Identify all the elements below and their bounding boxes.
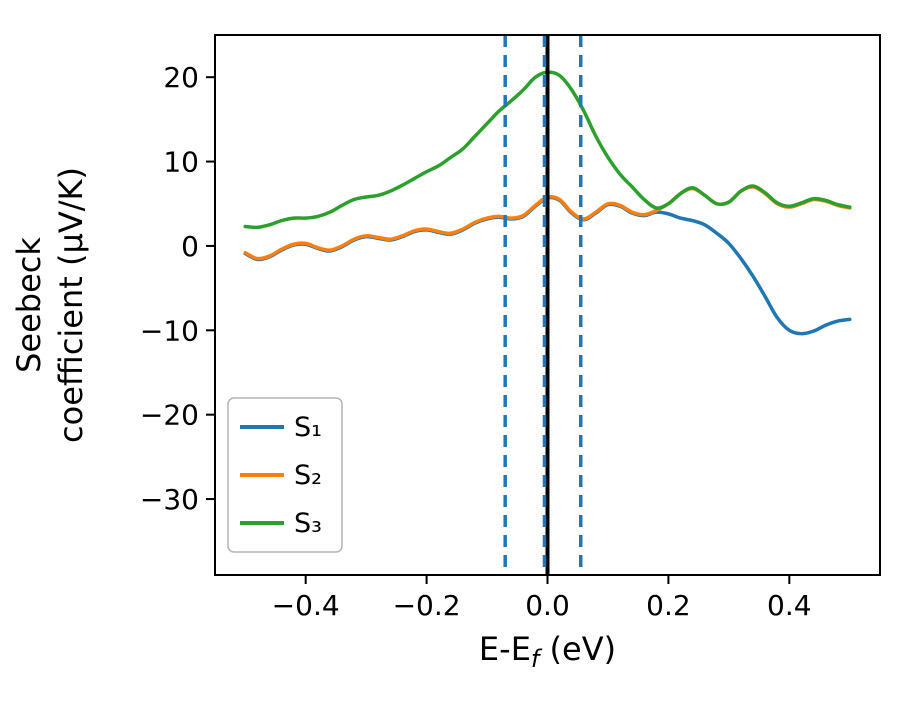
legend: S₁ S₂ S₃ — [227, 397, 343, 553]
x-axis-ticks: −0.4 −0.2 0.0 0.2 0.4 — [272, 575, 812, 622]
y-tick-label: −10 — [140, 314, 199, 347]
x-tick-label: 0.0 — [525, 589, 570, 622]
y-axis-ticks: −30 −20 −10 0 10 20 — [140, 61, 215, 516]
y-tick-label: 20 — [163, 61, 199, 94]
y-axis-label-line-2: coefficient (μV/K) — [52, 167, 90, 443]
x-tick-label: 0.4 — [767, 589, 812, 622]
legend-entry-label: S₁ — [294, 412, 322, 443]
y-tick-label: −20 — [140, 399, 199, 432]
y-tick-label: 10 — [163, 146, 199, 179]
y-tick-label: 0 — [181, 230, 199, 263]
x-tick-label: 0.2 — [646, 589, 691, 622]
x-tick-label: −0.4 — [272, 589, 340, 622]
legend-entry-label: S₃ — [294, 508, 322, 539]
x-tick-label: −0.2 — [393, 589, 461, 622]
vertical-reference-lines — [503, 35, 583, 575]
legend-box — [227, 397, 343, 553]
y-axis-label-line-1: Seebeck — [10, 237, 48, 373]
x-axis-label: E-Ef (eV) — [479, 630, 616, 673]
y-tick-label: −30 — [140, 483, 199, 516]
legend-entry-label: S₂ — [294, 460, 322, 491]
